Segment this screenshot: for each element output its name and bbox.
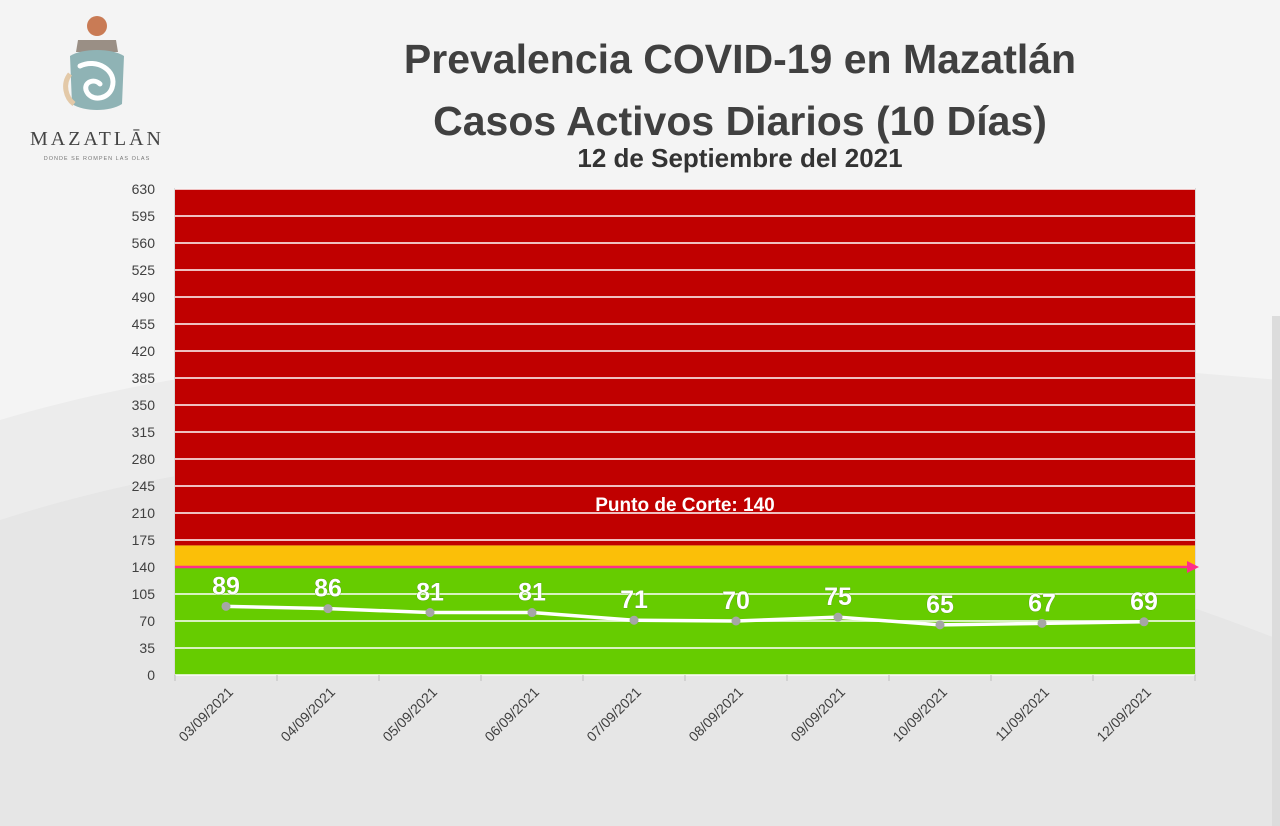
data-point (1037, 618, 1047, 628)
x-tick-label: 05/09/2021 (379, 684, 440, 745)
y-tick-label: 245 (132, 478, 156, 494)
data-point (425, 608, 435, 618)
data-label: 69 (1130, 588, 1158, 616)
x-tick-label: 06/09/2021 (481, 684, 542, 745)
y-tick-label: 315 (132, 424, 156, 440)
logo-name: MAZATLĀN (30, 128, 164, 150)
data-point (731, 616, 741, 626)
data-label: 65 (926, 591, 954, 619)
y-tick-label: 560 (132, 235, 156, 251)
logo-tagline: DONDE SE ROMPEN LAS OLAS (43, 156, 151, 162)
data-label: 89 (212, 572, 240, 600)
data-point (833, 612, 843, 622)
y-tick-label: 140 (132, 559, 156, 575)
data-label: 70 (722, 587, 750, 615)
data-point (629, 615, 639, 625)
cutoff-label: Punto de Corte: 140 (595, 495, 774, 516)
zone-yellow (175, 545, 1195, 567)
cutoff-arrow (1187, 561, 1199, 573)
data-label: 75 (824, 583, 852, 611)
y-tick-label: 455 (132, 316, 156, 332)
mazatlan-logo-icon (63, 16, 124, 110)
data-label: 67 (1028, 589, 1056, 617)
y-tick-label: 70 (139, 613, 155, 629)
data-point (935, 620, 945, 630)
y-tick-label: 385 (132, 370, 156, 386)
y-tick-label: 175 (132, 532, 156, 548)
y-tick-label: 630 (132, 181, 156, 197)
chart-date: 12 de Septiembre del 2021 (577, 143, 903, 173)
chart-title: Prevalencia COVID-19 en Mazatlán (403, 36, 1077, 82)
y-tick-label: 420 (132, 343, 156, 359)
x-tick-label: 10/09/2021 (889, 684, 950, 745)
x-tick-label: 09/09/2021 (787, 684, 848, 745)
data-label: 81 (518, 579, 546, 607)
y-tick-label: 210 (132, 505, 156, 521)
y-tick-label: 490 (132, 289, 156, 305)
x-tick-label: 07/09/2021 (583, 684, 644, 745)
data-point (1139, 617, 1149, 627)
y-tick-label: 350 (132, 397, 156, 413)
data-label: 81 (416, 579, 444, 607)
x-tick-label: 11/09/2021 (992, 684, 1052, 744)
x-tick-label: 12/09/2021 (1093, 684, 1154, 745)
y-tick-label: 35 (139, 640, 155, 656)
y-tick-label: 105 (132, 586, 156, 602)
y-tick-label: 0 (147, 667, 155, 683)
data-point (221, 601, 231, 611)
data-label: 71 (620, 586, 648, 614)
data-point (527, 608, 537, 618)
y-tick-label: 525 (132, 262, 156, 278)
data-point (323, 604, 333, 614)
x-tick-label: 03/09/2021 (175, 684, 236, 745)
x-tick-label: 04/09/2021 (277, 684, 338, 745)
series-line (225, 604, 1145, 627)
y-tick-label: 280 (132, 451, 156, 467)
data-label: 86 (314, 575, 342, 603)
chart-subtitle: Casos Activos Diarios (10 Días) (433, 98, 1047, 144)
y-tick-label: 595 (132, 208, 156, 224)
x-tick-label: 08/09/2021 (685, 684, 746, 745)
